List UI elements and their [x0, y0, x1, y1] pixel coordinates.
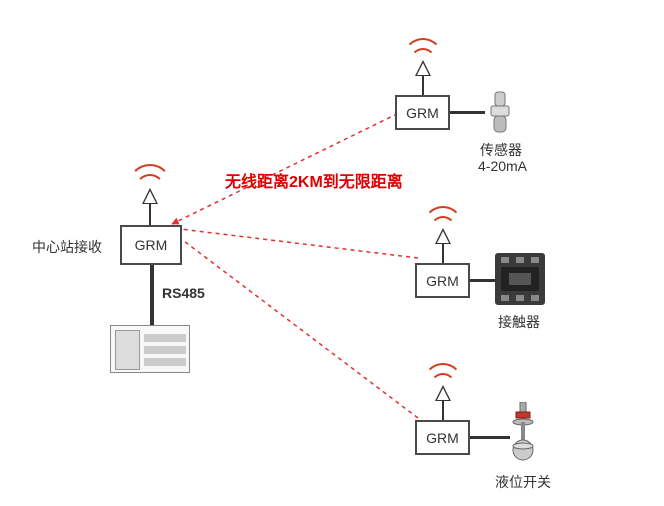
contactor-device-icon	[495, 253, 545, 305]
central-wire	[150, 265, 154, 325]
sensor-antenna	[415, 60, 431, 96]
central-grm-label: GRM	[135, 237, 168, 253]
contactor-grm-box: GRM	[415, 263, 470, 298]
float-wire	[470, 436, 510, 439]
float-grm-box: GRM	[415, 420, 470, 455]
contactor-wire	[470, 279, 495, 282]
float-label: 液位开关	[495, 472, 551, 492]
sensor-sub-label: 4-20mA	[478, 158, 527, 174]
central-antenna	[142, 188, 158, 226]
float-antenna	[435, 385, 451, 421]
rs485-label: RS485	[162, 285, 205, 301]
plc-device	[110, 325, 190, 373]
sensor-label: 传感器	[480, 140, 522, 160]
central-label: 中心站接收	[32, 237, 102, 257]
float-grm-label: GRM	[426, 430, 459, 446]
title-text: 无线距离2KM到无限距离	[225, 168, 403, 192]
float-device-icon	[508, 402, 538, 472]
sensor-grm-label: GRM	[406, 105, 439, 121]
contactor-grm-label: GRM	[426, 273, 459, 289]
central-grm-box: GRM	[120, 225, 182, 265]
sensor-grm-box: GRM	[395, 95, 450, 130]
contactor-label: 接触器	[498, 312, 540, 332]
contactor-antenna	[435, 228, 451, 264]
sensor-device-icon	[485, 90, 515, 143]
sensor-wire	[450, 111, 485, 114]
